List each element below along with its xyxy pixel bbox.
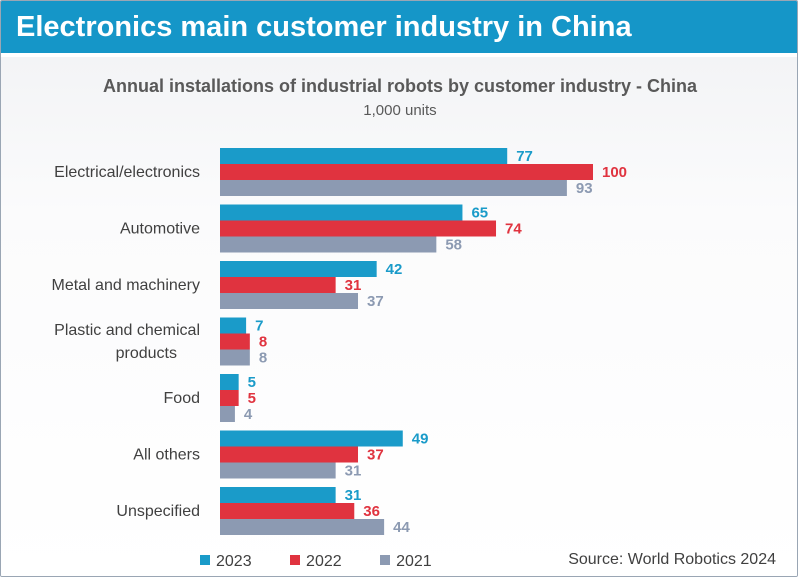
- value-label-metal-and-machinery-2022: 31: [345, 277, 362, 294]
- category-label-automotive: Automotive: [120, 221, 200, 238]
- bar-plastic-and-chemical-products-2023: [220, 317, 247, 334]
- value-label-automotive-2022: 74: [505, 221, 522, 238]
- legend-swatch-2021: [380, 555, 391, 565]
- bar-metal-and-machinery-2021: [220, 293, 359, 309]
- category-label-metal-and-machinery: Metal and machinery: [51, 277, 200, 294]
- legend-item-2021: 2021: [380, 553, 432, 571]
- bar-plastic-and-chemical-products-2021: [220, 349, 250, 366]
- value-label-all-others-2022: 37: [367, 447, 384, 464]
- legend-item-2023: 2023: [200, 553, 252, 571]
- value-label-food-2021: 4: [244, 406, 253, 423]
- value-label-automotive-2021: 58: [445, 237, 462, 254]
- bar-electrical-electronics-2021: [220, 180, 567, 196]
- legend-swatch-2022: [290, 555, 301, 565]
- value-label-food-2023: 5: [248, 374, 256, 391]
- bar-food-2023: [220, 374, 239, 390]
- legend-label-2023: 2023: [216, 553, 252, 570]
- value-label-food-2022: 5: [248, 390, 256, 407]
- value-label-all-others-2023: 49: [412, 431, 429, 448]
- bar-unspecified-2023: [220, 487, 336, 503]
- bar-food-2022: [220, 390, 239, 406]
- value-label-plastic-and-chemical-products-2022: 8: [259, 334, 267, 351]
- bar-metal-and-machinery-2023: [220, 261, 377, 277]
- chart-subtitle: 1,000 units: [363, 102, 437, 119]
- legend-swatch-2023: [200, 555, 210, 565]
- category-label-electrical-electronics: Electrical/electronics: [54, 164, 200, 181]
- value-label-unspecified-2021: 44: [393, 519, 410, 536]
- bar-electrical-electronics-2022: [220, 164, 593, 180]
- bar-automotive-2023: [220, 204, 463, 221]
- value-label-electrical-electronics-2021: 93: [576, 180, 593, 197]
- value-label-plastic-and-chemical-products-2023: 7: [255, 318, 263, 335]
- bar-automotive-2022: [220, 220, 497, 237]
- value-label-electrical-electronics-2023: 77: [516, 148, 533, 165]
- bar-plastic-and-chemical-products-2022: [220, 333, 250, 350]
- bar-all-others-2023: [220, 430, 403, 447]
- bar-metal-and-machinery-2022: [220, 277, 336, 293]
- value-label-unspecified-2023: 31: [345, 487, 362, 504]
- bar-unspecified-2022: [220, 503, 355, 519]
- bar-all-others-2022: [220, 446, 359, 463]
- value-label-all-others-2021: 31: [345, 463, 362, 480]
- legend-item-2022: 2022: [290, 553, 342, 571]
- category-label-unspecified: Unspecified: [116, 503, 200, 520]
- value-label-unspecified-2022: 36: [363, 503, 380, 520]
- legend-label-2021: 2021: [396, 553, 432, 570]
- value-label-metal-and-machinery-2021: 37: [367, 293, 384, 310]
- page-title: Electronics main customer industry in Ch…: [1, 1, 797, 53]
- value-label-electrical-electronics-2022: 100: [602, 164, 627, 181]
- chart-title: Annual installations of industrial robot…: [102, 76, 698, 96]
- value-label-plastic-and-chemical-products-2021: 8: [259, 350, 267, 367]
- chart-panel: [1, 57, 797, 576]
- category-label-food: Food: [164, 390, 200, 407]
- bar-electrical-electronics-2023: [220, 148, 508, 164]
- bar-all-others-2021: [220, 462, 336, 479]
- value-label-metal-and-machinery-2023: 42: [386, 261, 403, 278]
- legend: 2023 2022 2021: [200, 553, 466, 573]
- category-label-plastic-and-chemical-products: Plastic and chemical products: [54, 322, 200, 362]
- value-label-automotive-2023: 65: [471, 205, 488, 222]
- legend-label-2022: 2022: [306, 553, 342, 570]
- source-note: Source: World Robotics 2024: [568, 551, 776, 568]
- bar-unspecified-2021: [220, 519, 385, 535]
- category-label-all-others: All others: [133, 447, 200, 464]
- bar-automotive-2021: [220, 236, 437, 253]
- bar-food-2021: [220, 406, 235, 422]
